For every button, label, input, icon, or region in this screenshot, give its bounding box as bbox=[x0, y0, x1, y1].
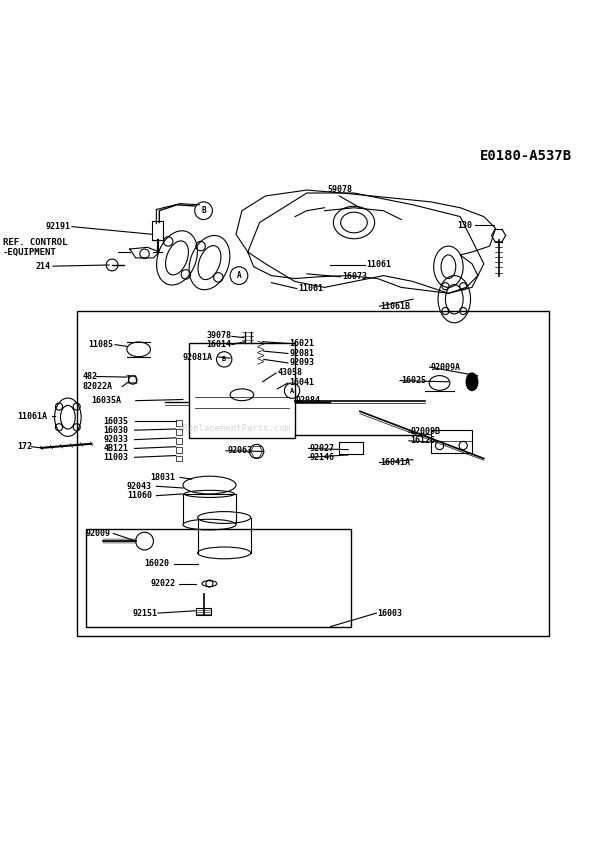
Bar bbox=[176, 438, 182, 444]
Text: 92022: 92022 bbox=[150, 579, 175, 588]
Text: 59078: 59078 bbox=[327, 185, 352, 194]
Text: 130: 130 bbox=[457, 221, 472, 230]
Text: 16003: 16003 bbox=[378, 608, 402, 618]
Text: 11061: 11061 bbox=[298, 284, 323, 293]
Bar bbox=[77, 311, 549, 636]
Text: 92027: 92027 bbox=[310, 444, 335, 453]
Text: 11061A: 11061A bbox=[18, 412, 48, 420]
Text: 16126: 16126 bbox=[410, 437, 435, 445]
Text: 92081A: 92081A bbox=[183, 353, 213, 361]
Text: 92084: 92084 bbox=[295, 396, 320, 405]
Text: 4B121: 4B121 bbox=[103, 444, 128, 453]
Text: REF. CONTROL
-EQUIPMENT: REF. CONTROL -EQUIPMENT bbox=[3, 238, 67, 257]
Bar bbox=[176, 429, 182, 435]
Text: 16041: 16041 bbox=[289, 378, 314, 388]
Bar bbox=[176, 420, 182, 426]
Text: 92093: 92093 bbox=[289, 359, 314, 367]
Text: 43058: 43058 bbox=[277, 368, 302, 378]
Text: 92146: 92146 bbox=[310, 453, 335, 462]
Text: 92043: 92043 bbox=[127, 481, 152, 491]
Bar bbox=[86, 529, 351, 626]
Ellipse shape bbox=[466, 373, 478, 390]
Text: 92009: 92009 bbox=[86, 529, 110, 538]
Text: 92191: 92191 bbox=[46, 222, 71, 231]
Bar bbox=[152, 221, 163, 240]
Text: 16041A: 16041A bbox=[381, 458, 411, 467]
Text: 16073: 16073 bbox=[342, 272, 367, 281]
Text: B: B bbox=[222, 356, 227, 362]
Text: 11061: 11061 bbox=[366, 261, 391, 269]
Bar bbox=[339, 442, 363, 454]
Text: 92009B: 92009B bbox=[410, 427, 440, 437]
Text: 214: 214 bbox=[35, 262, 50, 270]
Text: E0180-A537B: E0180-A537B bbox=[480, 148, 572, 163]
Text: 16014: 16014 bbox=[206, 340, 231, 349]
Bar bbox=[196, 607, 211, 615]
Text: 16035: 16035 bbox=[103, 417, 128, 426]
Text: 11085: 11085 bbox=[88, 340, 113, 349]
Text: 92033: 92033 bbox=[103, 435, 128, 444]
Bar bbox=[431, 430, 472, 453]
Text: 16021: 16021 bbox=[289, 339, 314, 348]
Text: 16025: 16025 bbox=[401, 376, 426, 385]
Bar bbox=[176, 447, 182, 453]
Text: 11061B: 11061B bbox=[381, 302, 411, 311]
Text: 16030: 16030 bbox=[103, 426, 128, 435]
Text: 482: 482 bbox=[83, 372, 97, 381]
Text: 39078: 39078 bbox=[206, 331, 231, 341]
Bar bbox=[189, 343, 295, 438]
Text: 92063: 92063 bbox=[227, 446, 252, 456]
Bar bbox=[176, 456, 182, 462]
Text: A: A bbox=[290, 388, 294, 394]
Text: 16035A: 16035A bbox=[91, 396, 122, 405]
Text: 92081: 92081 bbox=[289, 349, 314, 358]
Text: 92009A: 92009A bbox=[431, 363, 461, 372]
Text: A: A bbox=[237, 271, 241, 280]
Text: 16020: 16020 bbox=[145, 559, 169, 568]
Text: 172: 172 bbox=[18, 442, 32, 451]
Text: B: B bbox=[201, 206, 206, 215]
Text: eReplacementParts.com: eReplacementParts.com bbox=[177, 425, 290, 433]
Text: 82022A: 82022A bbox=[83, 382, 113, 391]
Text: 92151: 92151 bbox=[133, 608, 158, 618]
Text: 11003: 11003 bbox=[103, 453, 128, 462]
Text: 18031: 18031 bbox=[150, 473, 175, 482]
Text: 11060: 11060 bbox=[127, 491, 152, 500]
